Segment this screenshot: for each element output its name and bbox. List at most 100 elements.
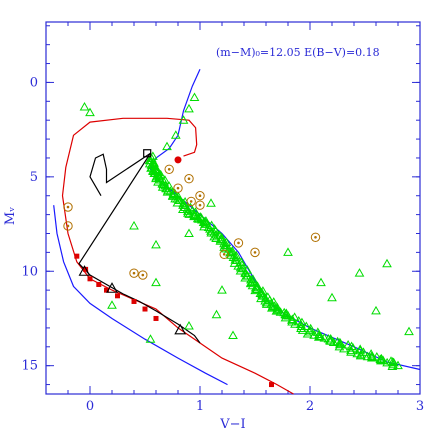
star-point xyxy=(211,309,222,319)
star-point xyxy=(162,141,172,151)
open-circle-marker xyxy=(219,249,229,259)
model-square xyxy=(153,315,159,321)
open-square-marker xyxy=(143,149,152,158)
star-point xyxy=(235,262,246,272)
star-point xyxy=(393,360,403,370)
star-point xyxy=(354,268,365,277)
open-circle-center xyxy=(198,203,202,207)
open-triangle-marker xyxy=(106,282,118,293)
open-triangle-marker xyxy=(174,323,187,335)
star-point xyxy=(283,310,293,320)
open-circle-marker xyxy=(184,174,194,184)
star-point xyxy=(183,208,193,217)
star-point xyxy=(257,289,267,299)
open-circle-center xyxy=(198,194,202,198)
star-point xyxy=(215,234,226,243)
red-dot-marker xyxy=(174,156,182,164)
star-point xyxy=(149,158,159,167)
model-square xyxy=(131,298,137,304)
star-point xyxy=(145,334,156,343)
y-tick-label: 15 xyxy=(21,359,38,374)
star-point xyxy=(151,239,161,249)
y-tick-label: 0 xyxy=(30,75,38,90)
open-circle-marker xyxy=(186,196,196,207)
star-point xyxy=(189,211,200,221)
star-point xyxy=(184,228,194,237)
track-line xyxy=(78,152,201,344)
star-point xyxy=(261,297,272,307)
open-circle-center xyxy=(66,205,70,209)
open-circle-center xyxy=(66,224,70,228)
y-tick-label: 5 xyxy=(30,170,38,185)
x-tick-label: 0 xyxy=(86,399,94,414)
star-point xyxy=(201,216,211,225)
star-point xyxy=(174,195,185,204)
open-circle-center xyxy=(167,167,171,171)
x-tick-label: 2 xyxy=(306,399,314,414)
open-circle-center xyxy=(222,252,226,256)
star-point xyxy=(305,325,315,334)
open-circle-center xyxy=(187,177,191,181)
open-circle-center xyxy=(314,235,317,239)
open-circle-center xyxy=(253,251,257,254)
star-point xyxy=(283,247,293,256)
x-tick-label: 1 xyxy=(196,399,204,414)
star-point xyxy=(209,228,219,237)
ticks: 0 1 2 3 0 5 10 15 xyxy=(21,22,424,414)
star-point xyxy=(189,92,200,102)
star-point xyxy=(151,277,161,287)
star-point xyxy=(382,258,392,268)
star-point xyxy=(193,214,204,223)
star-point xyxy=(85,107,95,117)
star-point xyxy=(404,326,414,336)
model-square xyxy=(104,287,109,293)
star-point xyxy=(371,305,381,315)
x-axis-label: V−I xyxy=(219,417,245,432)
star-point xyxy=(79,101,90,111)
open-circle-marker xyxy=(138,270,148,280)
star-point xyxy=(179,200,190,210)
star-point xyxy=(184,103,194,113)
star-point xyxy=(252,284,262,293)
star-point xyxy=(315,331,326,341)
star-point xyxy=(388,357,399,367)
star-point xyxy=(245,278,256,288)
star-point xyxy=(178,115,189,124)
star-point xyxy=(246,274,256,284)
star-point xyxy=(203,222,214,231)
star-point xyxy=(170,130,181,139)
star-point xyxy=(172,194,183,203)
open-circle-center xyxy=(132,271,136,275)
star-point xyxy=(324,335,335,345)
star-point xyxy=(382,357,392,367)
star-point xyxy=(346,345,356,355)
series-layer xyxy=(53,68,421,395)
open-circle-center xyxy=(176,186,180,190)
star-point xyxy=(129,220,139,230)
star-point xyxy=(280,312,291,322)
model-square xyxy=(74,253,80,259)
distance-modulus-annotation: (m−M)₀=12.05 E(B−V)=0.18 xyxy=(216,46,380,59)
star-point xyxy=(272,302,283,312)
open-circle-marker xyxy=(310,232,321,242)
star-point xyxy=(228,330,238,339)
star-point xyxy=(192,213,203,223)
y-tick-label: 10 xyxy=(21,264,38,279)
model-square xyxy=(269,382,274,388)
open-circle-center xyxy=(189,200,193,203)
star-point xyxy=(250,285,261,295)
x-tick-label: 3 xyxy=(416,399,424,414)
star-point xyxy=(242,271,253,280)
star-point xyxy=(240,272,251,282)
star-point xyxy=(348,343,358,352)
star-point xyxy=(153,177,163,186)
y-axis-label: Mᵥ xyxy=(3,207,18,225)
star-point xyxy=(247,276,258,286)
star-point xyxy=(215,236,226,245)
open-circle-center xyxy=(141,273,145,277)
track-line xyxy=(53,205,228,386)
star-point xyxy=(161,183,172,193)
star-point xyxy=(319,333,330,342)
plot-frame xyxy=(45,21,421,395)
